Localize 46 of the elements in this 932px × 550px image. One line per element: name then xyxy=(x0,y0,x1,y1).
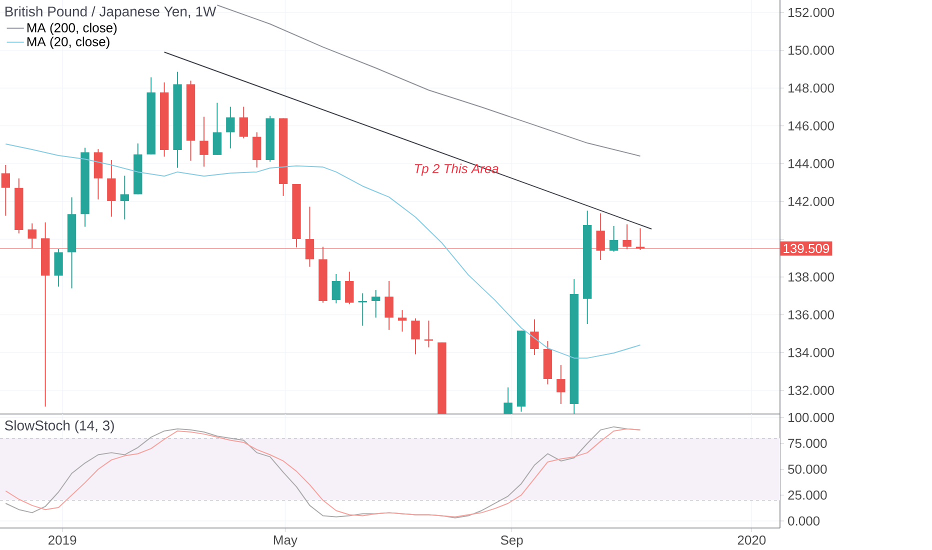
candlestick xyxy=(371,290,380,318)
candlestick xyxy=(504,386,512,414)
y-tick-label: 142.000 xyxy=(788,196,834,206)
candlestick xyxy=(252,132,262,168)
candlestick xyxy=(345,271,354,305)
y-tick-label: 50.000 xyxy=(788,464,827,474)
candlestick xyxy=(200,116,208,168)
line-series xyxy=(216,4,641,157)
candlestick xyxy=(1,164,10,216)
y-tick-label: 132.000 xyxy=(788,386,834,395)
candlestick xyxy=(226,106,235,149)
candlestick xyxy=(54,248,63,288)
legend-label: MA (200, close) xyxy=(27,22,117,35)
candlestick xyxy=(239,106,248,139)
y-tick-label: 75.000 xyxy=(788,438,827,448)
chart-title: British Pound / Japanese Yen, 1W xyxy=(5,6,216,20)
y-tick-label: 144.000 xyxy=(788,159,834,168)
candlestick xyxy=(332,273,341,304)
candlestick xyxy=(556,364,566,404)
legend-label: MA (20, close) xyxy=(27,36,110,49)
candlestick xyxy=(398,310,407,332)
y-tick-label: 146.000 xyxy=(788,121,834,130)
chart-title: SlowStoch (14, 3) xyxy=(4,420,114,434)
y-tick-label: 25.000 xyxy=(788,490,827,500)
candlestick xyxy=(411,318,420,355)
candlestick xyxy=(384,280,394,330)
ref-line-label: 139.509 xyxy=(784,244,830,254)
y-tick-label: 148.000 xyxy=(788,83,834,93)
y-tick-label: 150.000 xyxy=(788,46,834,55)
y-tick-label: 152.000 xyxy=(788,8,834,18)
line-series xyxy=(5,143,641,359)
y-tick-label: 138.000 xyxy=(788,272,834,282)
candlestick xyxy=(530,318,539,356)
x-tick-label: 2020 xyxy=(738,536,766,545)
x-tick-label: Sep xyxy=(500,536,523,548)
y-tick-label: 100.000 xyxy=(788,412,834,422)
x-tick-label: 2019 xyxy=(48,536,76,545)
candlestick xyxy=(358,292,367,326)
candlestick xyxy=(120,175,129,220)
y-tick-label: 0.000 xyxy=(788,516,820,526)
x-tick-label: May xyxy=(274,536,298,548)
y-tick-label: 134.000 xyxy=(788,348,834,358)
candlestick xyxy=(107,160,116,218)
candlestick xyxy=(212,102,222,156)
y-tick-label: 136.000 xyxy=(788,310,834,320)
candlestick xyxy=(609,225,618,252)
